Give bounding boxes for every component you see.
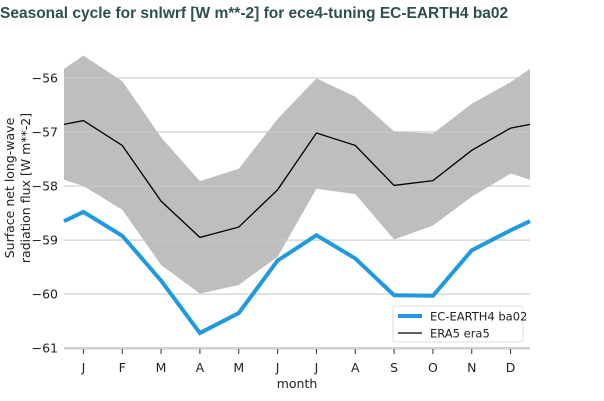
x-tick-label: D — [506, 360, 516, 375]
y-tick-label: −57 — [32, 124, 58, 139]
legend: EC-EARTH4 ba02 ERA5 era5 — [392, 305, 527, 343]
x-tick-label: F — [119, 360, 126, 375]
y-tick-label: −58 — [32, 178, 58, 193]
x-tick-label: A — [196, 360, 205, 375]
series-line-era5 — [63, 119, 531, 239]
y-axis-label: Surface net long-waveradiation flux [W m… — [2, 113, 33, 263]
x-tick-label: O — [428, 360, 438, 375]
x-tick-label: J — [81, 360, 86, 375]
legend-label: ERA5 era5 — [430, 327, 490, 341]
y-axis-label-line: radiation flux [W m**-2] — [18, 113, 33, 263]
y-tick-label: −61 — [32, 341, 58, 356]
legend-box — [392, 305, 524, 343]
spread-band — [64, 55, 530, 294]
x-tick-label: A — [351, 360, 360, 375]
chart-title: Seasonal cycle for snlwrf [W m**-2] for … — [0, 5, 509, 22]
legend-label: EC-EARTH4 ba02 — [430, 310, 527, 324]
y-tick-label: −59 — [32, 233, 58, 248]
y-tick-label: −60 — [32, 287, 58, 302]
y-tick-label: −56 — [32, 70, 58, 85]
x-tick-label: M — [156, 360, 167, 375]
series-line-ec-earth4 — [63, 209, 531, 336]
x-axis-label: month — [277, 376, 318, 391]
y-axis-label-line: Surface net long-wave — [2, 117, 17, 258]
x-tick-label: M — [233, 360, 244, 375]
x-tick-label: S — [390, 360, 398, 375]
x-tick-label: N — [467, 360, 476, 375]
x-tick-label: J — [314, 360, 319, 375]
x-tick-label: J — [275, 360, 280, 375]
